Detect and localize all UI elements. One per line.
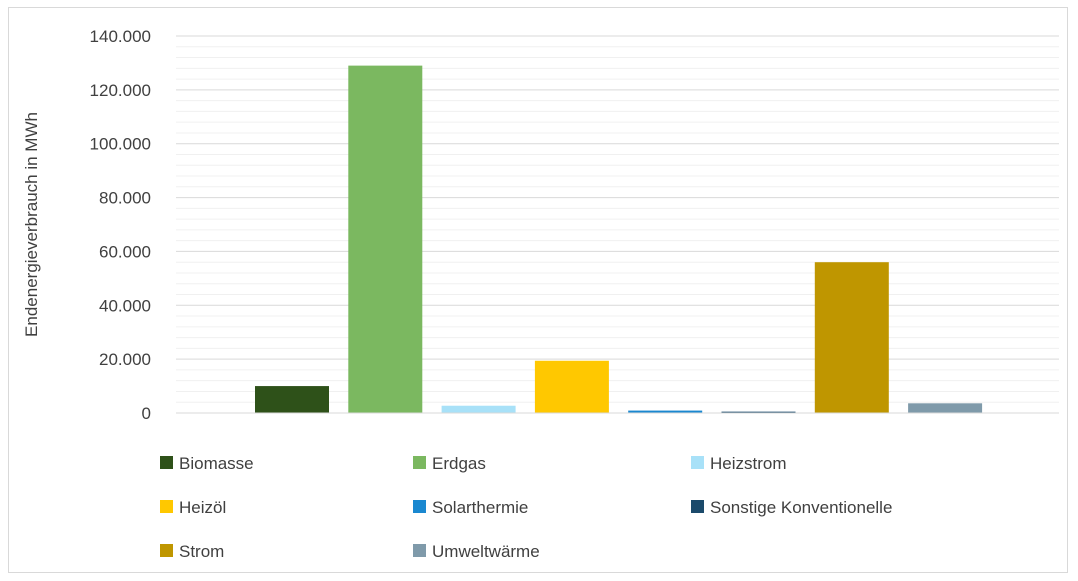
legend-label: Strom [179, 542, 224, 561]
y-axis-ticks: 0 20.000 40.000 60.000 80.000 100.000 120.000 1… [90, 27, 151, 423]
y-tick-label: 40.000 [99, 296, 151, 315]
legend-swatch [691, 500, 704, 513]
bar-erdgas [348, 65, 423, 413]
legend-swatch [413, 456, 426, 469]
legend-item: Biomasse [160, 454, 254, 473]
y-axis-title: Endenergieverbrauch in MWh [22, 112, 41, 337]
bar-strom [814, 262, 889, 413]
bar-sonstige-konventionelle [721, 411, 796, 413]
bar-chart: 0 20.000 40.000 60.000 80.000 100.000 120.000 1… [22, 27, 1059, 561]
y-tick-label: 80.000 [99, 189, 151, 208]
bars [255, 65, 983, 413]
y-tick-label: 0 [142, 404, 151, 423]
chart-frame: 0 20.000 40.000 60.000 80.000 100.000 120.000 1… [8, 7, 1068, 573]
legend-label: Sonstige Konventionelle [710, 498, 892, 517]
legend-label: Erdgas [432, 454, 486, 473]
legend-label: Heizstrom [710, 454, 787, 473]
y-tick-label: 20.000 [99, 350, 151, 369]
legend-item: Solarthermie [413, 498, 528, 517]
bar-solarthermie [628, 410, 703, 413]
legend-label: Solarthermie [432, 498, 528, 517]
bar-umweltwärme [908, 403, 983, 413]
legend-label: Heizöl [179, 498, 226, 517]
bar-biomasse [255, 386, 329, 413]
legend-item: Heizstrom [691, 454, 787, 473]
legend-label: Umweltwärme [432, 542, 540, 561]
y-tick-label: 60.000 [99, 242, 151, 261]
grid-lines [176, 35, 1059, 403]
legend-item: Heizöl [160, 498, 226, 517]
legend-item: Strom [160, 542, 224, 561]
bar-heizöl [534, 360, 609, 413]
legend-swatch [413, 544, 426, 557]
legend-swatch [691, 456, 704, 469]
legend: Biomasse Erdgas Heizstrom Heizöl Solarthermi… [160, 454, 892, 561]
y-tick-label: 100.000 [90, 135, 151, 154]
legend-label: Biomasse [179, 454, 254, 473]
legend-item: Sonstige Konventionelle [691, 498, 892, 517]
legend-swatch [160, 544, 173, 557]
bar-heizstrom [441, 405, 516, 413]
legend-swatch [160, 500, 173, 513]
y-tick-label: 120.000 [90, 81, 151, 100]
legend-item: Umweltwärme [413, 542, 540, 561]
legend-swatch [160, 456, 173, 469]
legend-item: Erdgas [413, 454, 486, 473]
legend-swatch [413, 500, 426, 513]
y-tick-label: 140.000 [90, 27, 151, 46]
